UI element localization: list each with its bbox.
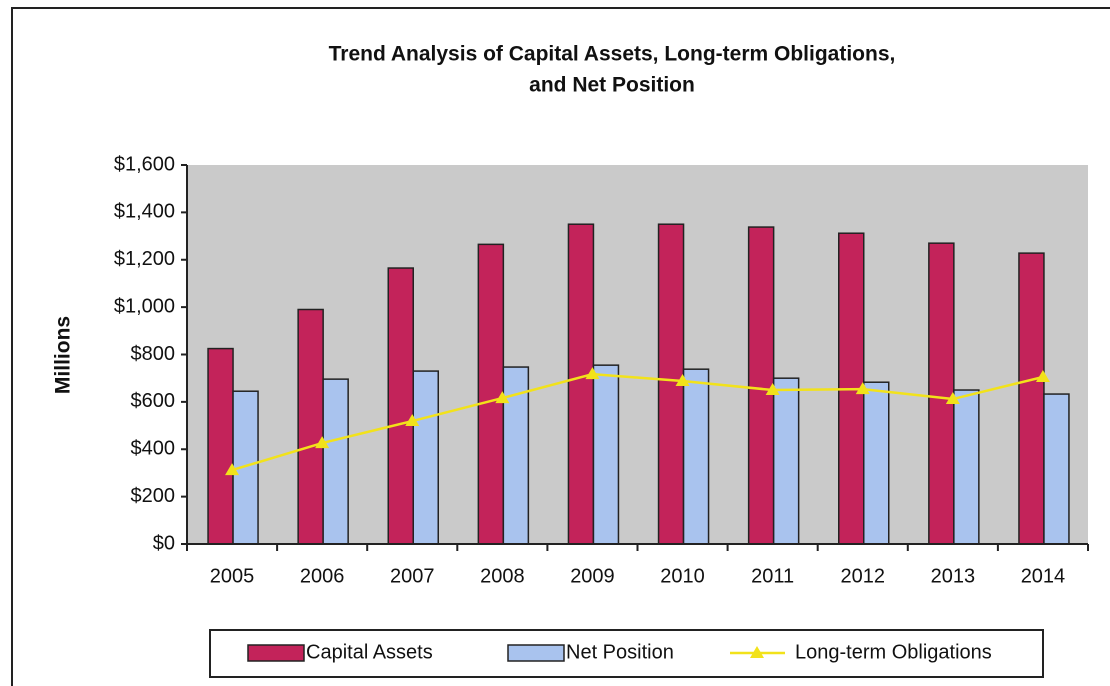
line-marker xyxy=(855,382,870,395)
bar xyxy=(1043,393,1070,545)
chart-title: Trend Analysis of Capital Assets, Long-t… xyxy=(329,43,896,66)
line-marker xyxy=(315,436,330,449)
legend-swatch xyxy=(247,644,305,662)
y-axis-label: Millions xyxy=(52,316,75,394)
line-marker xyxy=(405,414,420,427)
x-tick-label: 2014 xyxy=(1021,565,1066,587)
x-tick-label: 2011 xyxy=(751,565,794,587)
line-marker xyxy=(945,392,960,405)
chart-border xyxy=(11,7,1110,686)
line-marker xyxy=(225,463,240,476)
bar xyxy=(772,377,800,545)
bar xyxy=(322,378,349,545)
line-marker xyxy=(675,374,690,387)
x-tick-label: 2013 xyxy=(931,565,976,587)
y-tick-label: $1,200 xyxy=(114,248,175,270)
line-marker xyxy=(585,367,600,380)
bar xyxy=(747,226,775,545)
bar xyxy=(953,389,980,545)
bar xyxy=(682,368,710,545)
y-tick-label: $0 xyxy=(153,532,175,554)
x-tick-label: 2009 xyxy=(570,565,615,587)
x-tick-label: 2007 xyxy=(390,565,435,587)
legend-label: Capital Assets xyxy=(306,641,433,663)
bar xyxy=(412,370,439,545)
y-tick-label: $1,000 xyxy=(114,295,175,317)
bar xyxy=(477,243,505,545)
legend-marker xyxy=(750,646,764,658)
y-tick-label: $600 xyxy=(131,390,176,412)
line-marker xyxy=(765,383,780,396)
bar xyxy=(567,223,595,545)
bar xyxy=(863,381,890,545)
chart-title: and Net Position xyxy=(529,74,695,97)
bar xyxy=(297,308,324,545)
y-tick-label: $1,600 xyxy=(114,153,175,175)
line-marker xyxy=(495,391,510,404)
line xyxy=(231,372,1044,472)
line-marker xyxy=(1035,370,1050,383)
legend-label: Long-term Obligations xyxy=(795,641,992,663)
x-tick-label: 2012 xyxy=(841,565,886,587)
bar xyxy=(207,347,234,545)
bar xyxy=(387,267,414,545)
bar xyxy=(1018,252,1045,545)
legend xyxy=(209,629,1044,678)
x-tick-label: 2006 xyxy=(300,565,345,587)
y-tick-label: $400 xyxy=(131,438,176,460)
legend-swatch xyxy=(507,644,565,662)
x-tick-label: 2010 xyxy=(660,565,705,587)
y-tick-label: $1,400 xyxy=(114,201,175,223)
x-tick-label: 2008 xyxy=(480,565,525,587)
y-tick-label: $800 xyxy=(131,343,176,365)
bar xyxy=(592,364,620,545)
legend-label: Net Position xyxy=(566,641,674,663)
x-tick-label: 2005 xyxy=(210,565,255,587)
y-tick-label: $200 xyxy=(131,485,176,507)
bar xyxy=(928,242,955,545)
